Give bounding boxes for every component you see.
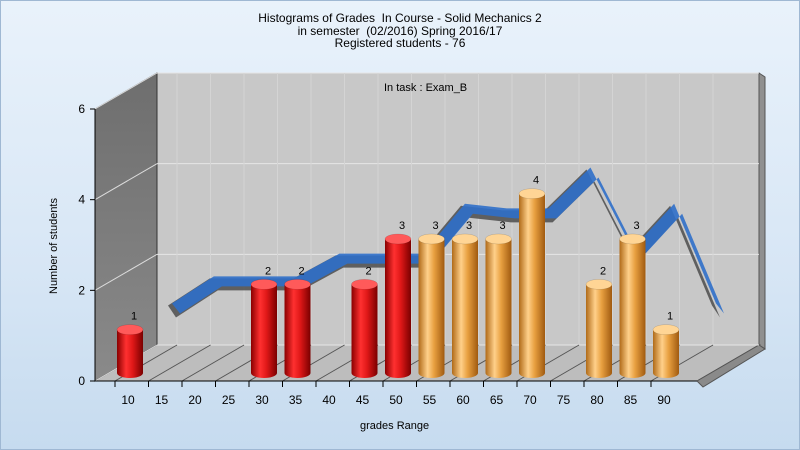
y-tick-label: 4 <box>78 193 85 207</box>
y-tick-label: 2 <box>78 283 85 297</box>
x-axis-title: grades Range <box>360 420 430 432</box>
gridline-wall-left <box>94 72 158 110</box>
bar-value-label: 1 <box>667 311 673 323</box>
bar-value-label: 3 <box>432 220 438 232</box>
bar-70 <box>518 188 546 378</box>
bar-value-label: 2 <box>265 265 271 277</box>
x-tick-label: 50 <box>389 393 403 407</box>
bar-top <box>418 233 445 245</box>
chart-title: Histograms of Grades In Course - Solid M… <box>0 12 800 50</box>
bar-80 <box>585 279 613 378</box>
bar-body <box>485 239 512 378</box>
trend-ribbon-front <box>172 167 724 314</box>
gridline-wall-left <box>94 253 158 291</box>
title-line-3: Registered students - 76 <box>334 36 466 50</box>
bar-body <box>284 284 311 378</box>
bar-90 <box>652 324 680 378</box>
bar-65 <box>485 233 512 378</box>
bar-top <box>384 233 412 245</box>
bar-value-label: 2 <box>600 265 606 277</box>
bar-value-label: 1 <box>131 311 137 323</box>
bar-top <box>284 279 311 290</box>
x-tick-label: 70 <box>523 393 537 407</box>
task-annotation: In task : Exam_B <box>384 82 468 94</box>
bar-top <box>451 233 479 245</box>
bar-value-label: 3 <box>499 220 505 232</box>
bar-top <box>485 233 512 245</box>
bar-top <box>619 233 646 245</box>
x-tick-label: 20 <box>188 393 202 407</box>
x-tick-label: 75 <box>557 393 571 407</box>
bar-body <box>251 284 277 378</box>
bar-body <box>586 284 612 378</box>
x-tick-label: 80 <box>590 393 604 407</box>
floor-edge <box>696 344 766 388</box>
bar-body <box>351 284 378 378</box>
y-axis-title: Number of students <box>48 198 60 294</box>
x-tick-label: 15 <box>155 393 169 407</box>
bar-body <box>117 329 143 378</box>
bar-body <box>519 193 545 378</box>
bar-value-label: 3 <box>399 220 405 232</box>
bar-body <box>452 239 478 378</box>
bar-10 <box>116 324 144 378</box>
x-tick-label: 30 <box>255 393 269 407</box>
y-tick-label: 0 <box>78 374 85 388</box>
bar-35 <box>284 279 311 378</box>
bar-value-label: 4 <box>533 175 539 187</box>
bar-50 <box>384 233 412 378</box>
x-tick-label: 90 <box>657 393 671 407</box>
x-tick-label: 65 <box>490 393 504 407</box>
bar-top <box>518 188 546 199</box>
bar-45 <box>351 279 378 378</box>
bar-55 <box>418 233 445 378</box>
bar-body <box>385 239 411 378</box>
bar-top <box>250 279 278 290</box>
x-tick-label: 35 <box>289 393 303 407</box>
x-tick-label: 25 <box>222 393 236 407</box>
x-tick-label: 45 <box>356 393 370 407</box>
y-tick-label: 6 <box>78 102 85 116</box>
bar-value-label: 2 <box>365 265 371 277</box>
bar-value-label: 3 <box>633 220 639 232</box>
gridline-floor <box>181 344 245 382</box>
x-tick-label: 60 <box>456 393 470 407</box>
x-tick-label: 40 <box>322 393 336 407</box>
bar-top <box>351 279 378 290</box>
gridline-floor <box>148 344 211 382</box>
bar-value-label: 2 <box>298 265 304 277</box>
bar-60 <box>451 233 479 378</box>
bar-body <box>619 239 646 378</box>
bar-top <box>585 279 613 290</box>
bar-value-label: 3 <box>466 220 472 232</box>
bar-85 <box>619 233 646 378</box>
bar-body <box>653 329 679 378</box>
x-tick-label: 85 <box>624 393 638 407</box>
bar-30 <box>250 279 278 378</box>
x-tick-label: 55 <box>423 393 437 407</box>
gridline-wall-left <box>94 163 158 201</box>
bar-top <box>116 324 144 335</box>
title-line-2: in semester (02/2016) Spring 2016/17 <box>297 23 503 38</box>
bar-top <box>652 324 680 335</box>
title-line-1: Histograms of Grades In Course - Solid M… <box>258 11 542 25</box>
right-edge <box>758 72 766 350</box>
bar-body <box>418 239 445 378</box>
x-tick-label: 10 <box>121 393 135 407</box>
